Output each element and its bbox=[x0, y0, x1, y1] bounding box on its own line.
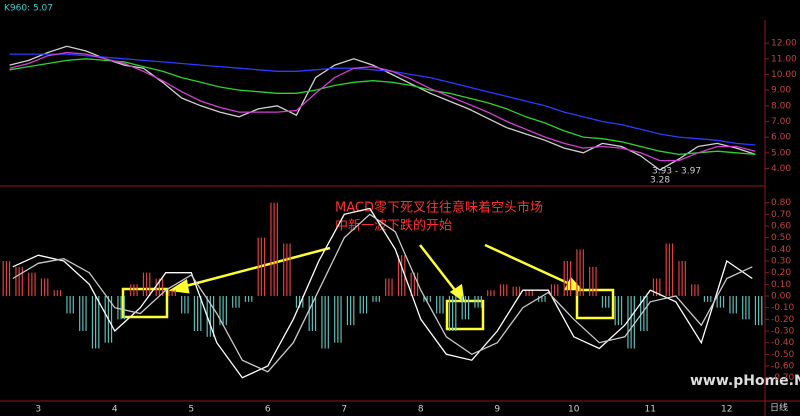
x-tick-label: 4 bbox=[112, 405, 118, 415]
indicator-label: K960: 5.07 bbox=[4, 4, 53, 14]
highlight-box bbox=[121, 287, 169, 319]
y-tick-label: -0.30 bbox=[771, 327, 795, 337]
annotation-text: MACD零下死叉往往意味着空头市场 bbox=[335, 200, 543, 216]
y-tick-label: -0.60 bbox=[771, 362, 795, 372]
price-line bbox=[9, 51, 756, 162]
y-tick-label: 7.00 bbox=[771, 117, 791, 127]
annotation: MACD零下死叉往往意味着空头市场 中新一波下跌的开始 bbox=[121, 200, 615, 331]
price-line bbox=[9, 53, 756, 146]
y-tick-label: 0.80 bbox=[771, 198, 791, 208]
y-tick-label: 0.30 bbox=[771, 257, 791, 267]
x-tick-label: 6 bbox=[265, 405, 271, 415]
y-tick-label: 0.00 bbox=[771, 292, 791, 302]
y-tick-label: 10.00 bbox=[771, 70, 797, 80]
y-tick-label: -0.10 bbox=[771, 303, 795, 313]
x-tick-label: 10 bbox=[568, 405, 580, 415]
price-line bbox=[9, 45, 756, 171]
highlight-box bbox=[575, 288, 615, 320]
watermark: www.pHome.NET bbox=[690, 373, 800, 389]
y-tick-label: 0.40 bbox=[771, 245, 791, 255]
annotation-text: 中新一波下跌的开始 bbox=[335, 218, 452, 234]
y-tick-label: 5.00 bbox=[771, 148, 791, 158]
x-tick-label: 11 bbox=[645, 405, 656, 415]
y-tick-label: 9.00 bbox=[771, 86, 791, 96]
y-tick-label: -0.20 bbox=[771, 315, 795, 325]
y-tick-label: 11.00 bbox=[771, 54, 797, 64]
x-tick-label: 5 bbox=[188, 405, 194, 415]
y-tick-label: 0.50 bbox=[771, 233, 791, 243]
y-tick-label: -0.40 bbox=[771, 338, 795, 348]
y-tick-label: 6.00 bbox=[771, 133, 791, 143]
x-tick-label: 9 bbox=[494, 405, 500, 415]
y-tick-label: 0.20 bbox=[771, 268, 791, 278]
x-tick-label: 12 bbox=[721, 405, 732, 415]
y-tick-label: 0.70 bbox=[771, 210, 791, 220]
y-tick-label: 4.00 bbox=[771, 164, 791, 174]
macd-line bbox=[12, 207, 753, 379]
y-tick-label: 0.60 bbox=[771, 222, 791, 232]
y-tick-label: 12.00 bbox=[771, 39, 797, 49]
price-label: 3.28 bbox=[650, 176, 670, 186]
arrows bbox=[168, 243, 583, 303]
macd-line bbox=[12, 213, 753, 373]
period-label: 日线 bbox=[770, 402, 788, 414]
y-tick-label: 0.10 bbox=[771, 280, 791, 290]
price-label: 3.93 - 3.97 bbox=[652, 167, 701, 177]
y-tick-label: 8.00 bbox=[771, 101, 791, 111]
x-tick-label: 7 bbox=[341, 405, 347, 415]
x-tick-label: 3 bbox=[35, 405, 41, 415]
y-tick-label: -0.50 bbox=[771, 350, 795, 360]
y-tick-label: -0.70 bbox=[771, 373, 795, 383]
price-line bbox=[9, 58, 756, 156]
x-tick-label: 8 bbox=[418, 405, 424, 415]
